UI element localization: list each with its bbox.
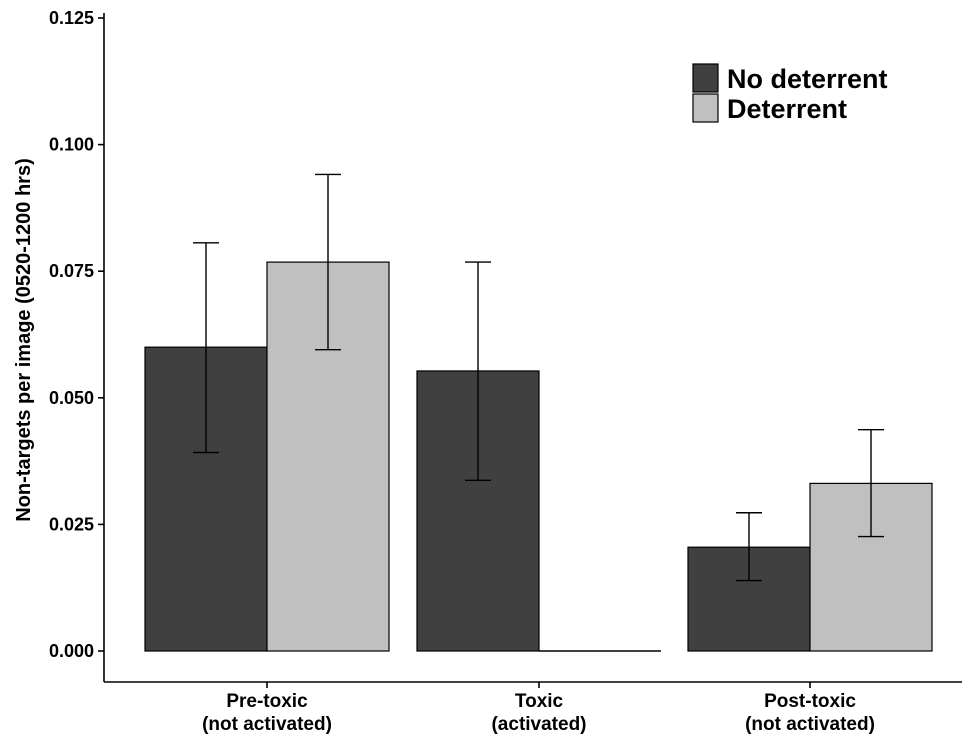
y-ticks: 0.000 0.025 0.050 0.075 0.100 0.125 [49,8,104,661]
y-tick-label: 0.100 [49,135,94,155]
error-bar [315,173,341,351]
y-tick-label: 0.025 [49,514,94,534]
error-bar [465,261,491,482]
axes-layer [103,13,962,683]
y-tick-label: 0.000 [49,641,94,661]
error-bars-layer [193,173,884,582]
y-tick-label: 0.075 [49,261,94,281]
y-tick-label: 0.125 [49,8,94,28]
x-category-label-line1: Pre-toxic [226,691,308,712]
error-bar [858,429,884,538]
error-bar [736,512,762,582]
legend-swatch-no-deterrent [692,63,719,93]
y-axis-title: Non-targets per image (0520-1200 hrs) [13,158,35,521]
error-bar [193,242,219,454]
legend-swatch-deterrent [692,93,719,123]
bars-layer [144,261,933,652]
x-category-label-line1: Post-toxic [764,691,856,712]
x-category-label-line1: Toxic [515,691,564,712]
x-category-labels: Pre-toxic(not activated)Toxic(activated)… [202,682,875,735]
legend-label: No deterrent [727,64,888,94]
x-category-label-line2: (not activated) [202,714,332,735]
y-tick-label: 0.050 [49,388,94,408]
x-category-label-line2: (activated) [491,714,586,735]
x-category-label-line2: (not activated) [745,714,875,735]
legend-label: Deterrent [727,94,847,124]
